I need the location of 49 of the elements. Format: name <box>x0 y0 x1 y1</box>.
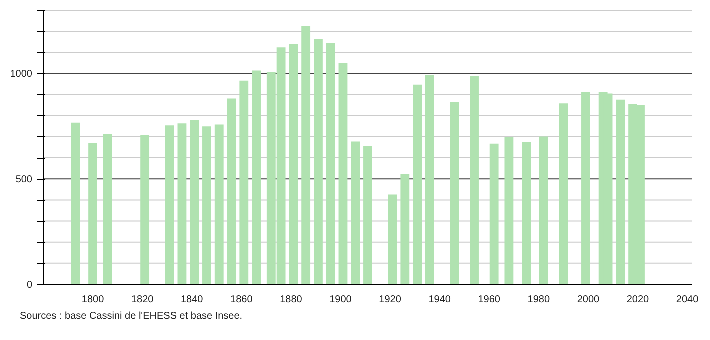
bar <box>240 80 249 284</box>
bar <box>470 76 479 284</box>
bar <box>178 124 187 284</box>
x-tick-label: 1960 <box>478 294 501 306</box>
bar <box>388 194 398 284</box>
bar <box>490 144 499 284</box>
x-tick-label: 1820 <box>131 294 154 306</box>
bar <box>582 92 590 284</box>
x-tick-label: 1800 <box>82 294 105 306</box>
bar <box>202 126 212 284</box>
bar <box>289 44 298 284</box>
bar <box>400 174 410 284</box>
bar <box>103 134 112 284</box>
bar <box>338 63 348 284</box>
bar <box>425 75 434 284</box>
bar <box>326 42 336 284</box>
x-tick-label: 1840 <box>181 294 204 306</box>
bar <box>450 102 460 284</box>
x-tick-label: 1880 <box>280 294 303 306</box>
y-tick-label: 500 <box>16 174 33 186</box>
bar <box>616 100 626 284</box>
y-tick-label: 0 <box>26 280 33 291</box>
bar <box>522 142 531 284</box>
bar <box>413 84 422 284</box>
bar <box>559 104 568 284</box>
x-tick-label: 1920 <box>379 294 402 306</box>
bar <box>539 136 548 284</box>
bar <box>140 135 150 284</box>
bar <box>351 142 360 284</box>
bar <box>214 124 224 284</box>
x-tick-label: 1860 <box>230 294 254 306</box>
bar <box>190 120 200 284</box>
x-tick-label: 2020 <box>626 294 650 306</box>
x-tick-label: 2040 <box>676 294 700 306</box>
x-tick-label: 1900 <box>330 294 352 306</box>
bar <box>227 98 236 284</box>
bar <box>165 126 174 284</box>
bar <box>71 122 80 284</box>
x-tick-label: 1980 <box>528 294 550 306</box>
bar <box>504 136 514 284</box>
bar <box>252 70 261 284</box>
bar <box>364 146 372 284</box>
source-note: Sources : base Cassini de l'EHESS et base Insee. <box>20 310 243 324</box>
bar <box>314 39 323 284</box>
bar <box>302 26 311 284</box>
x-tick-label: 1940 <box>428 294 452 306</box>
y-tick-label: 1000 <box>10 69 33 80</box>
x-tick-label: 2000 <box>577 294 600 306</box>
bar <box>88 143 98 284</box>
